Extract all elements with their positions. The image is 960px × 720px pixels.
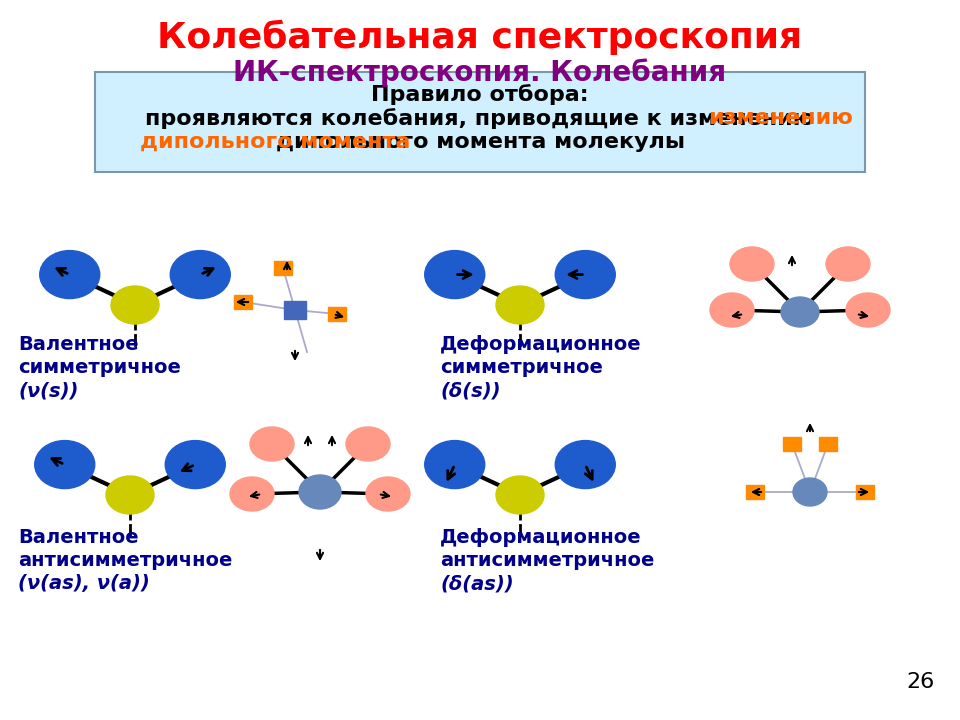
- Ellipse shape: [230, 477, 274, 511]
- Bar: [746, 485, 764, 499]
- Bar: [234, 295, 252, 309]
- Text: 26: 26: [906, 672, 934, 692]
- Text: (ν(as), ν(a)): (ν(as), ν(a)): [18, 574, 150, 593]
- Ellipse shape: [846, 293, 890, 327]
- Ellipse shape: [39, 251, 100, 299]
- Text: ИК-спектроскопия. Колебания: ИК-спектроскопия. Колебания: [233, 58, 727, 86]
- Ellipse shape: [781, 297, 819, 327]
- Ellipse shape: [496, 286, 544, 324]
- Ellipse shape: [710, 293, 754, 327]
- Text: Правило отбора:: Правило отбора:: [372, 84, 588, 105]
- Ellipse shape: [555, 251, 615, 299]
- Ellipse shape: [366, 477, 410, 511]
- Ellipse shape: [346, 427, 390, 461]
- Ellipse shape: [555, 441, 615, 489]
- Text: проявляются колебания, приводящие к изменению: проявляются колебания, приводящие к изме…: [145, 108, 815, 129]
- Text: Валентное: Валентное: [18, 528, 138, 547]
- Ellipse shape: [106, 476, 154, 514]
- Ellipse shape: [424, 441, 485, 489]
- Text: симметричное: симметричное: [18, 358, 180, 377]
- Bar: [274, 261, 292, 275]
- Bar: [856, 485, 874, 499]
- Text: (δ(s)): (δ(s)): [440, 381, 500, 400]
- Ellipse shape: [111, 286, 159, 324]
- Text: (ν(s)): (ν(s)): [18, 381, 79, 400]
- FancyBboxPatch shape: [95, 72, 865, 172]
- Ellipse shape: [424, 251, 485, 299]
- Ellipse shape: [826, 247, 870, 281]
- Ellipse shape: [299, 475, 341, 509]
- Text: изменению: изменению: [708, 108, 852, 128]
- Text: дипольного момента молекулы: дипольного момента молекулы: [276, 132, 684, 152]
- Text: Деформационное: Деформационное: [440, 528, 641, 547]
- Text: антисимметричное: антисимметричное: [440, 551, 655, 570]
- Text: Деформационное: Деформационное: [440, 335, 641, 354]
- Ellipse shape: [730, 247, 774, 281]
- Bar: [783, 437, 801, 451]
- Ellipse shape: [793, 478, 827, 506]
- Text: Колебательная спектроскопия: Колебательная спектроскопия: [157, 20, 803, 55]
- Bar: [328, 307, 346, 321]
- Ellipse shape: [170, 251, 230, 299]
- Text: антисимметричное: антисимметричное: [18, 551, 232, 570]
- Text: (δ(as)): (δ(as)): [440, 574, 514, 593]
- Bar: [819, 437, 837, 451]
- Ellipse shape: [250, 427, 294, 461]
- Bar: [284, 301, 306, 319]
- Text: Валентное: Валентное: [18, 335, 138, 354]
- Ellipse shape: [35, 441, 95, 489]
- Ellipse shape: [496, 476, 544, 514]
- Text: симметричное: симметричное: [440, 358, 603, 377]
- Text: дипольного момента: дипольного момента: [140, 132, 410, 152]
- Ellipse shape: [165, 441, 226, 489]
